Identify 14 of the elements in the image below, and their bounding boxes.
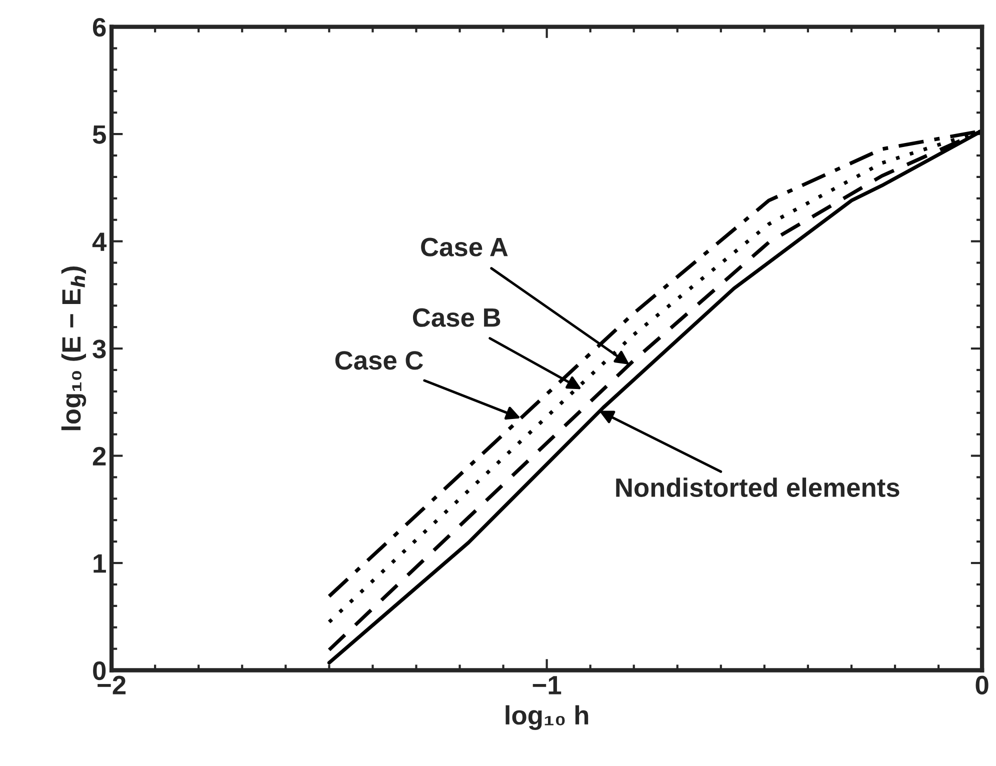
annotation: Case C bbox=[335, 351, 424, 370]
y-tick-label: 2 bbox=[92, 446, 106, 466]
y-tick-label: 5 bbox=[92, 125, 106, 144]
x-tick-label: 0 bbox=[976, 676, 988, 694]
x-axis-title: log₁₀ h bbox=[506, 705, 588, 730]
y-tick-label: 6 bbox=[92, 18, 106, 37]
y-axis-title: log₁₀ (E − E$_{h}$) bbox=[61, 266, 86, 430]
annotation: Nondistorted elements bbox=[616, 478, 900, 497]
annotation: Case B bbox=[412, 308, 500, 327]
annotation: Case A bbox=[421, 238, 508, 256]
y-tick-label: 1 bbox=[94, 554, 106, 573]
y-tick-label: 3 bbox=[92, 340, 106, 358]
x-tick-label: −1 bbox=[532, 676, 562, 694]
y-tick-label: 4 bbox=[92, 232, 107, 251]
